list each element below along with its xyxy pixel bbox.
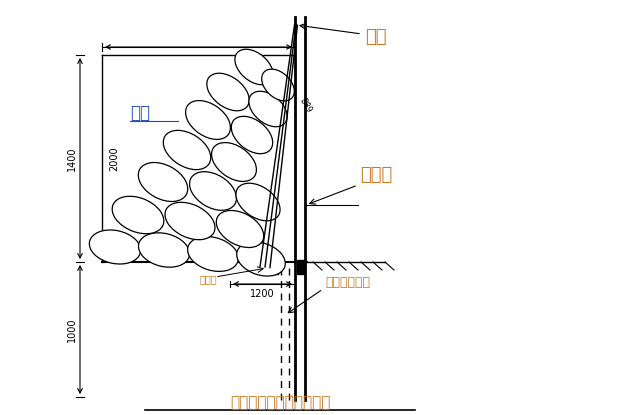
Ellipse shape	[186, 100, 230, 139]
Text: 围挡: 围挡	[365, 28, 387, 46]
Text: D89: D89	[298, 96, 314, 114]
Ellipse shape	[262, 69, 294, 101]
Ellipse shape	[236, 183, 280, 221]
Ellipse shape	[138, 233, 189, 267]
Ellipse shape	[90, 230, 141, 264]
Text: 2000: 2000	[109, 146, 119, 171]
Ellipse shape	[231, 116, 273, 154]
Text: 钢管打入土体: 钢管打入土体	[325, 276, 370, 290]
Ellipse shape	[235, 49, 273, 85]
Text: 1000: 1000	[67, 317, 77, 342]
Ellipse shape	[163, 130, 211, 170]
Text: 临水面: 临水面	[360, 166, 392, 184]
Polygon shape	[297, 260, 305, 274]
Ellipse shape	[249, 91, 287, 127]
Text: 1200: 1200	[250, 289, 275, 299]
Polygon shape	[260, 260, 278, 274]
Text: 大楔子: 大楔子	[200, 274, 218, 284]
Ellipse shape	[237, 242, 285, 276]
Text: 1400: 1400	[67, 146, 77, 171]
Text: 围墙墙体钢管沙袋加固图: 围墙墙体钢管沙袋加固图	[230, 395, 330, 410]
Ellipse shape	[212, 143, 257, 181]
Ellipse shape	[216, 210, 264, 247]
Ellipse shape	[112, 196, 164, 234]
Text: 砂袋: 砂袋	[130, 104, 150, 122]
Ellipse shape	[138, 163, 188, 202]
Ellipse shape	[189, 172, 236, 210]
Ellipse shape	[207, 73, 249, 111]
Ellipse shape	[165, 203, 215, 240]
Ellipse shape	[188, 237, 239, 271]
